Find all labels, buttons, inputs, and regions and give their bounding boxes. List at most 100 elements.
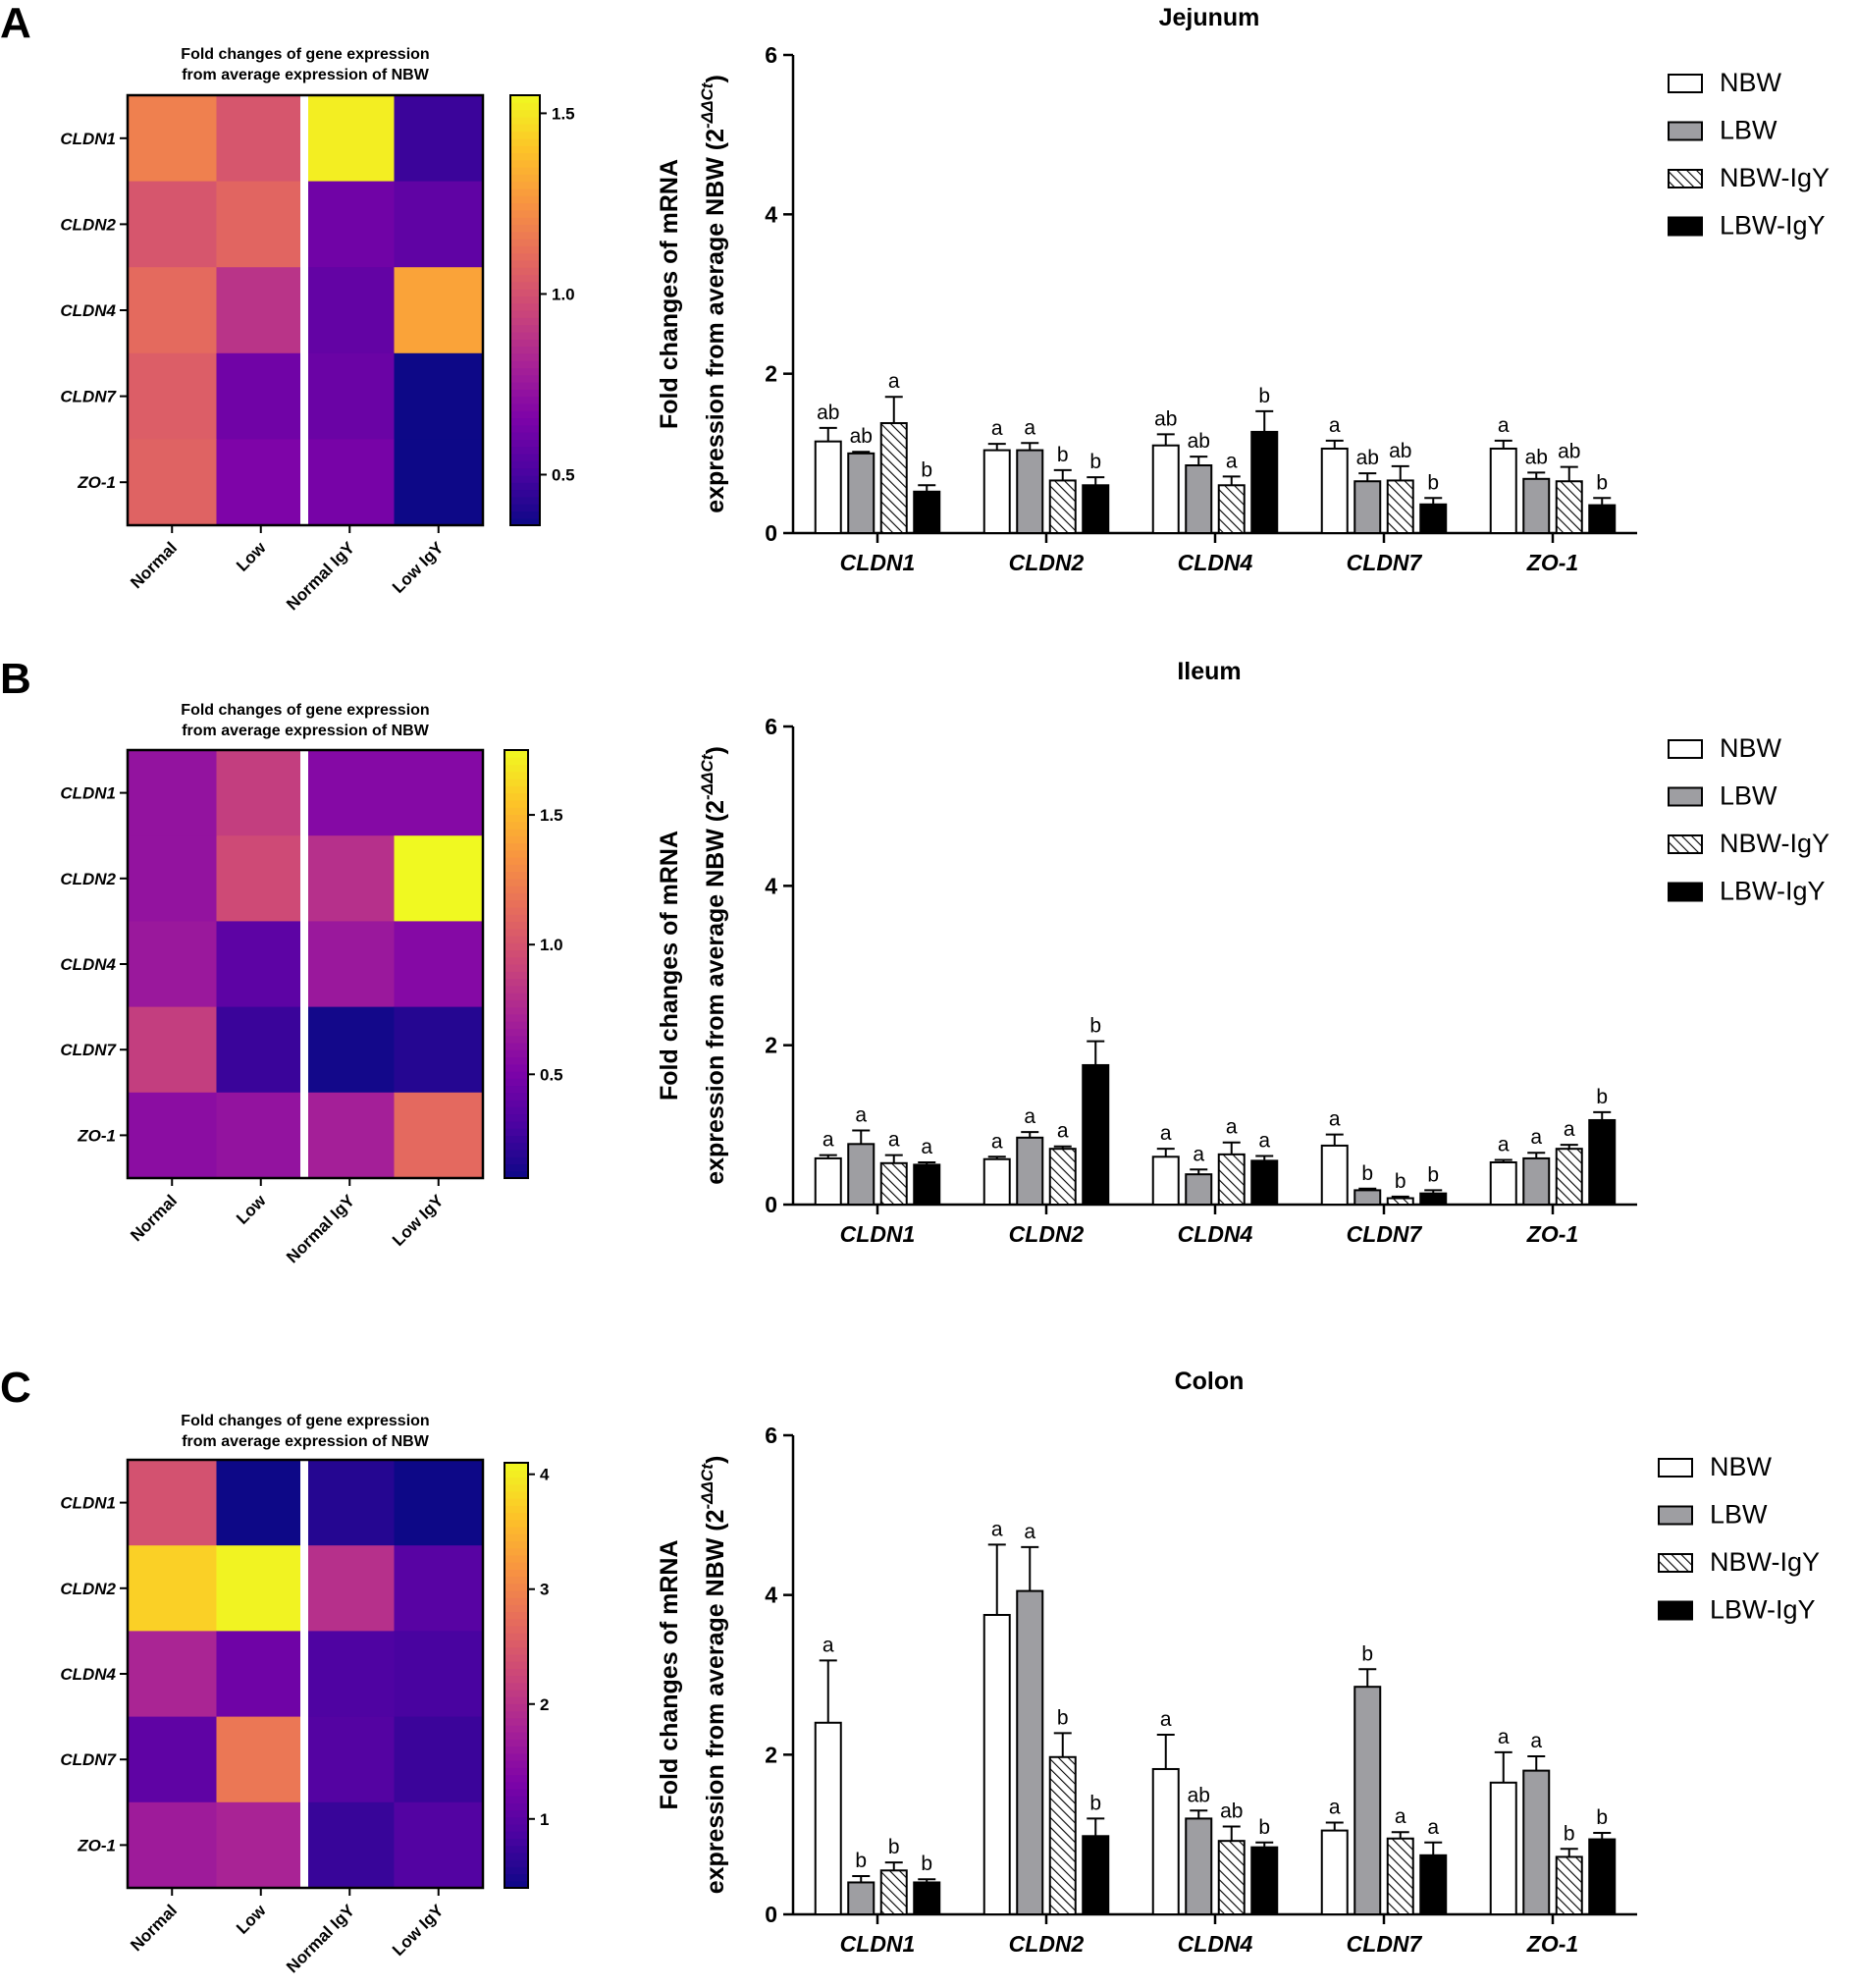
colorbar-segment (504, 985, 528, 994)
heatmap-row-label: ZO-1 (77, 473, 116, 492)
bar (1353, 1686, 1382, 1915)
heatmap-cell (394, 921, 484, 1008)
y-axis-label-line2: expression from average NBW (2-ΔΔCt) (698, 1456, 729, 1895)
y-tick-label: 4 (765, 873, 777, 898)
colorbar-segment (504, 999, 528, 1008)
legend-swatch (1658, 1458, 1693, 1478)
heatmap-cell (128, 921, 217, 1008)
significance-letter: b (1427, 471, 1439, 494)
bar (913, 1881, 941, 1916)
colorbar-segment (510, 152, 540, 161)
heatmap-cell (216, 835, 306, 922)
legend-label: LBW-IgY (1720, 211, 1826, 241)
bar (1151, 444, 1180, 535)
heatmap-cell (305, 1801, 395, 1889)
colorbar-segment (504, 993, 528, 1000)
heatmap-cell (394, 835, 484, 922)
legend-swatch (1658, 1505, 1693, 1526)
bar (1048, 1148, 1077, 1207)
colorbar-segment (504, 814, 528, 823)
colorbar-segment (510, 396, 540, 404)
heatmap-col-label: Low (233, 1901, 270, 1938)
colorbar-segment (504, 921, 528, 930)
y-tick-label: 0 (765, 1902, 777, 1927)
legend-swatch (1668, 786, 1703, 807)
colorbar-segment (510, 217, 540, 225)
y-axis-label-superscript: -ΔΔCt (698, 1463, 716, 1510)
significance-letter: b (1596, 1806, 1608, 1829)
bar (1082, 1835, 1110, 1915)
colorbar-segment (504, 1028, 528, 1037)
colorbar-segment (504, 1120, 528, 1129)
significance-letter: a (1024, 416, 1035, 439)
colorbar-segment (504, 1725, 528, 1733)
heatmap-cell (128, 750, 217, 836)
bar (1419, 1192, 1448, 1207)
colorbar-segment (504, 1071, 528, 1079)
colorbar-segment (510, 289, 540, 296)
colorbar-segment (504, 1732, 528, 1741)
heatmap-col-label: Normal IgY (283, 1901, 358, 1976)
colorbar-segment (504, 1021, 528, 1029)
heatmap-row-label: CLDN7 (60, 1041, 117, 1059)
bar (1489, 1160, 1517, 1207)
colorbar-segment (504, 1490, 528, 1499)
colorbar-segment (504, 1668, 528, 1677)
colorbar-segment (504, 1852, 528, 1860)
colorbar-segment (504, 1597, 528, 1605)
y-axis-label-text: expression from average NBW (2 (702, 1509, 729, 1894)
heatmap-cell (394, 1092, 484, 1179)
colorbar-segment (504, 1512, 528, 1521)
colorbar-segment (510, 432, 540, 440)
colorbar-segment (510, 95, 540, 103)
bar (1016, 1589, 1044, 1915)
x-tick-label: CLDN7 (1347, 550, 1423, 575)
colorbar-segment (510, 224, 540, 233)
bar (982, 1614, 1011, 1915)
heatmap-col-label: Low (233, 1191, 270, 1228)
legend-label: NBW-IgY (1720, 829, 1830, 858)
colorbar-segment (504, 849, 528, 858)
colorbar-segment (504, 1078, 528, 1087)
y-axis-label-close: ) (702, 1456, 729, 1464)
heatmap-cell (128, 835, 217, 922)
bar-chart-title: Colon (1175, 1368, 1245, 1395)
colorbar-segment (504, 1483, 528, 1492)
y-axis-label-line1: Fold changes of mRNA (656, 159, 683, 429)
bar (1185, 1817, 1213, 1916)
y-axis-label-line2: expression from average NBW (2-ΔΔCt) (698, 746, 729, 1185)
heatmap-cell (394, 181, 484, 268)
colorbar-segment (504, 1880, 528, 1889)
colorbar-segment (510, 195, 540, 204)
significance-letter: a (1395, 1805, 1406, 1828)
heatmap-cell (394, 1631, 484, 1718)
colorbar-segment (510, 446, 540, 455)
colorbar-segment (504, 1049, 528, 1058)
colorbar-segment (510, 460, 540, 469)
significance-letter: a (1226, 450, 1238, 472)
significance-letter: b (1596, 1086, 1608, 1108)
bar (1522, 477, 1551, 535)
significance-letter: b (855, 1850, 867, 1872)
bar (879, 1161, 908, 1206)
bar (1082, 1063, 1110, 1207)
legend-swatch (1658, 1553, 1693, 1573)
heatmap-row-label: CLDN4 (60, 1665, 116, 1684)
heatmap-row-label: CLDN2 (60, 870, 116, 888)
colorbar-segment (504, 1135, 528, 1144)
y-tick-label: 2 (765, 1033, 777, 1058)
colorbar-segment (510, 116, 540, 125)
bar (1555, 480, 1583, 535)
colorbar-segment (510, 454, 540, 461)
colorbar-segment (510, 137, 540, 146)
heatmap-cell (216, 352, 306, 440)
bar (1048, 1755, 1077, 1915)
colorbar-segment (504, 757, 528, 766)
heatmap-row-label: CLDN2 (60, 1580, 116, 1598)
heatmap-row-label: CLDN1 (60, 130, 116, 148)
legend-label: NBW-IgY (1710, 1547, 1820, 1577)
y-axis-label-superscript: -ΔΔCt (698, 753, 716, 800)
legend-label: LBW (1720, 116, 1777, 145)
colorbar-segment (504, 878, 528, 887)
colorbar-segment (510, 239, 540, 246)
